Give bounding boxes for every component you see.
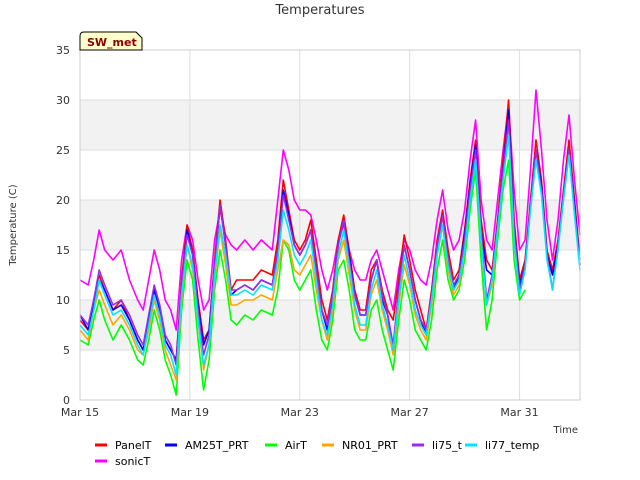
series-group — [79, 89, 581, 396]
plot-band — [80, 350, 580, 400]
chart-title: Temperatures — [274, 3, 364, 18]
y-axis-label: Temperature (C) — [8, 184, 19, 266]
plot-band — [80, 100, 580, 150]
x-tick-labels: Mar 15 Mar 19 Mar 23 Mar 27 Mar 31 — [61, 406, 539, 419]
y-tick-label: 5 — [63, 344, 70, 357]
legend-label-panelt: PanelT — [115, 439, 152, 452]
legend: PanelT AM25T_PRT AirT NR01_PRT li75_t li77_te… — [95, 439, 539, 468]
x-tick-label: Mar 27 — [391, 406, 429, 419]
y-tick-label: 30 — [56, 94, 70, 107]
plot-band — [80, 50, 580, 100]
y-tick-label: 35 — [56, 44, 70, 57]
series-line-li75-t — [79, 119, 581, 366]
plot-background — [80, 50, 580, 400]
series-line-li77-temp — [79, 134, 581, 376]
legend-label-nr01-prt: NR01_PRT — [342, 439, 398, 452]
plot-band — [80, 150, 580, 200]
x-axis-label: Time — [553, 425, 578, 436]
x-tick-label: Mar 23 — [281, 406, 319, 419]
plot-band — [80, 200, 580, 250]
y-tick-label: 15 — [56, 244, 70, 257]
legend-label-li77-temp: li77_temp — [485, 439, 539, 452]
y-tick-label: 0 — [63, 394, 70, 407]
site-label: SW_met — [87, 36, 137, 49]
legend-label-li75-t: li75_t — [432, 439, 463, 452]
x-tick-label: Mar 31 — [500, 406, 538, 419]
series-line-airt — [79, 159, 526, 396]
legend-label-am25t-prt: AM25T_PRT — [185, 439, 249, 452]
site-badge-shape — [79, 31, 143, 51]
y-tick-labels: 0 5 10 15 20 25 30 35 — [56, 44, 70, 407]
plot-frame — [79, 49, 581, 401]
site-badge: SW_met — [79, 31, 143, 51]
y-tick-label: 20 — [56, 194, 70, 207]
series-line-nr01-prt — [79, 129, 521, 381]
y-tick-label: 25 — [56, 144, 70, 157]
x-tick-label: Mar 15 — [61, 406, 99, 419]
x-tick-label: Mar 19 — [171, 406, 209, 419]
legend-label-airt: AirT — [285, 439, 307, 452]
legend-label-sonict: sonicT — [115, 455, 151, 468]
y-tick-label: 10 — [56, 294, 70, 307]
